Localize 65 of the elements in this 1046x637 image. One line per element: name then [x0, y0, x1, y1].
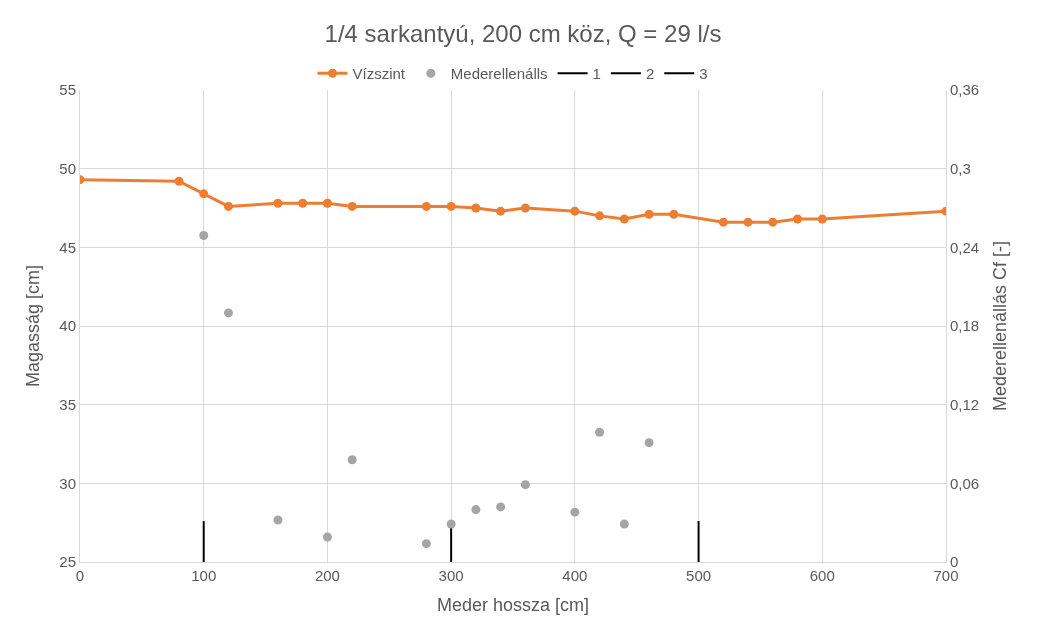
point	[223, 308, 233, 318]
x-tick-label: 600	[809, 567, 835, 584]
point	[322, 532, 332, 542]
x-tick-label: 500	[686, 567, 712, 584]
legend-label: Mederellenálls	[450, 65, 548, 83]
point	[619, 214, 629, 224]
y-tick-label: 40	[59, 317, 76, 335]
point	[471, 505, 481, 515]
point	[322, 198, 332, 208]
point	[347, 455, 357, 465]
point	[421, 539, 431, 549]
legend-label: Vízszint	[352, 65, 406, 83]
point	[199, 189, 209, 199]
y2-tick-label: 0,36	[950, 81, 980, 99]
y-tick-label: 25	[59, 553, 76, 571]
point	[273, 198, 283, 208]
y-tick-label: 45	[59, 238, 76, 256]
y-tick-label: 35	[59, 395, 76, 413]
y2-tick-label: 0,24	[950, 238, 980, 256]
point	[347, 201, 357, 211]
legend-label: 2	[645, 65, 655, 83]
point	[669, 209, 679, 219]
point	[421, 201, 431, 211]
y-tick-label: 50	[59, 159, 76, 177]
x-tick-label: 0	[75, 567, 85, 584]
y2-axis-title: Mederellenállás Cf [-]	[990, 240, 1011, 412]
point	[174, 176, 184, 186]
point	[273, 515, 283, 525]
x-tick-label: 100	[191, 567, 217, 584]
point	[768, 217, 778, 227]
point	[446, 201, 456, 211]
x-axis-title: Meder hossza [cm]	[436, 595, 590, 616]
chart-title: 1/4 sarkantyú, 200 cm köz, Q = 29 l/s	[324, 20, 722, 48]
point	[520, 203, 530, 213]
legend-label: 1	[592, 65, 601, 83]
point	[570, 507, 580, 517]
point	[595, 427, 605, 437]
y2-tick-label: 0,12	[950, 395, 980, 413]
point	[644, 438, 654, 448]
point	[298, 198, 308, 208]
point	[471, 203, 481, 213]
point	[223, 201, 233, 211]
legend-label: 3	[699, 65, 708, 83]
point	[446, 519, 456, 529]
y2-tick-label: 0,3	[950, 159, 971, 177]
point	[520, 480, 530, 490]
x-tick-label: 400	[562, 567, 588, 584]
point	[496, 502, 506, 512]
point	[793, 214, 803, 224]
point	[619, 519, 629, 529]
point	[595, 211, 605, 221]
point	[743, 217, 753, 227]
y2-tick-label: 0,18	[950, 317, 980, 335]
x-tick-label: 300	[438, 567, 464, 584]
y-tick-label: 30	[59, 474, 76, 492]
point	[644, 209, 654, 219]
point	[570, 206, 580, 216]
x-tick-label: 200	[314, 567, 340, 584]
y-axis-title: Magasság [cm]	[22, 264, 43, 388]
y2-tick-label: 0,06	[950, 474, 980, 492]
point	[817, 214, 827, 224]
point	[718, 217, 728, 227]
y-tick-label: 55	[59, 81, 76, 99]
point	[199, 231, 209, 241]
point	[496, 206, 506, 216]
